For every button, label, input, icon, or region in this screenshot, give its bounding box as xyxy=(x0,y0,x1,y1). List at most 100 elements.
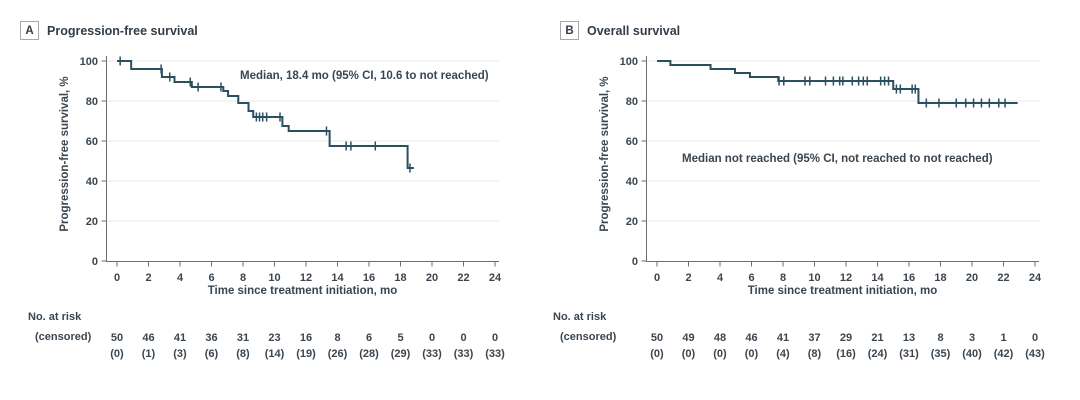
x-tick-label: 6 xyxy=(208,272,214,284)
censored-value: (6) xyxy=(205,348,219,360)
at-risk-value: 50 xyxy=(651,332,663,344)
censored-value: (4) xyxy=(776,348,790,360)
censored-value: (0) xyxy=(745,348,759,360)
censored-value: (29) xyxy=(391,348,411,360)
risk-table-censored-label: (censored) xyxy=(35,331,92,343)
y-tick-label: 60 xyxy=(86,136,98,148)
at-risk-value: 46 xyxy=(142,332,154,344)
y-tick-label: 0 xyxy=(632,256,638,268)
censored-value: (19) xyxy=(296,348,316,360)
panel-header: A Progression-free survival xyxy=(20,21,198,40)
x-tick-label: 6 xyxy=(748,272,754,284)
median-annotation: Median not reached (95% CI, not reached … xyxy=(682,153,993,165)
at-risk-value: 37 xyxy=(808,332,820,344)
censored-value: (33) xyxy=(485,348,505,360)
panel-label-badge: A xyxy=(20,21,39,40)
at-risk-value: 48 xyxy=(714,332,726,344)
censored-value: (31) xyxy=(899,348,919,360)
at-risk-value: 41 xyxy=(174,332,186,344)
x-tick-label: 16 xyxy=(903,272,915,284)
at-risk-value: 36 xyxy=(205,332,217,344)
x-tick-label: 14 xyxy=(331,272,344,284)
at-risk-value: 0 xyxy=(492,332,498,344)
at-risk-value: 21 xyxy=(871,332,883,344)
y-axis-label: Progression-free survival, % xyxy=(599,76,611,232)
km-curve xyxy=(117,60,414,169)
risk-table-label: No. at risk xyxy=(553,311,607,323)
x-tick-label: 18 xyxy=(394,272,406,284)
km-plot-a: 020406080100050(0)246(1)441(3)636(6)831(… xyxy=(80,56,505,360)
censored-value: (43) xyxy=(1025,348,1045,360)
x-tick-label: 20 xyxy=(966,272,978,284)
y-tick-label: 0 xyxy=(92,256,98,268)
x-axis-label: Time since treatment initiation, mo xyxy=(207,285,398,297)
x-tick-label: 22 xyxy=(997,272,1009,284)
censored-value: (33) xyxy=(454,348,474,360)
panel-progression-free-survival: 0 20 40 60 80 100 0 50 (0) 2 46 (1) 4 41 (3) 6 36 (6) 8 31(… xyxy=(20,21,505,360)
at-risk-value: 8 xyxy=(334,332,340,344)
x-tick-label: 4 xyxy=(717,272,724,284)
x-tick-label: 14 xyxy=(871,272,884,284)
at-risk-value: 0 xyxy=(1032,332,1038,344)
at-risk-value: 3 xyxy=(969,332,975,344)
x-tick-label: 8 xyxy=(780,272,786,284)
panel-header: B Overall survival xyxy=(560,21,680,40)
at-risk-value: 23 xyxy=(268,332,280,344)
x-tick-label: 0 xyxy=(654,272,660,284)
at-risk-value: 5 xyxy=(397,332,403,344)
y-tick-label: 40 xyxy=(626,176,638,188)
risk-table-label: No. at risk xyxy=(28,311,82,323)
at-risk-value: 29 xyxy=(840,332,852,344)
y-tick-label: 60 xyxy=(626,136,638,148)
at-risk-value: 1 xyxy=(1000,332,1006,344)
censored-value: (14) xyxy=(265,348,285,360)
y-tick-label: 80 xyxy=(86,96,98,108)
at-risk-value: 0 xyxy=(429,332,435,344)
at-risk-value: 31 xyxy=(237,332,249,344)
censored-value: (24) xyxy=(868,348,888,360)
censored-value: (0) xyxy=(110,348,124,360)
x-axis-label: Time since treatment initiation, mo xyxy=(747,285,938,297)
x-tick-label: 10 xyxy=(268,272,280,284)
censored-value: (35) xyxy=(931,348,951,360)
censored-value: (42) xyxy=(994,348,1014,360)
x-tick-label: 8 xyxy=(240,272,246,284)
x-tick-label: 16 xyxy=(363,272,375,284)
x-tick-label: 20 xyxy=(426,272,438,284)
censored-value: (0) xyxy=(713,348,727,360)
at-risk-value: 6 xyxy=(366,332,372,344)
at-risk-value: 0 xyxy=(460,332,466,344)
risk-table-censored-label: (censored) xyxy=(560,331,617,343)
censored-value: (40) xyxy=(962,348,982,360)
x-tick-label: 0 xyxy=(114,272,120,284)
x-tick-label: 22 xyxy=(457,272,469,284)
x-tick-label: 18 xyxy=(934,272,946,284)
y-tick-label: 40 xyxy=(86,176,98,188)
at-risk-value: 13 xyxy=(903,332,915,344)
panel-title: Progression-free survival xyxy=(47,23,198,38)
y-tick-label: 100 xyxy=(620,56,638,68)
y-tick-label: 80 xyxy=(626,96,638,108)
km-plot-b: 020406080100050(0)249(0)448(0)646(0)841(… xyxy=(620,56,1045,360)
censored-value: (16) xyxy=(836,348,856,360)
x-tick-label: 24 xyxy=(1029,272,1042,284)
x-tick-label: 4 xyxy=(177,272,184,284)
at-risk-value: 41 xyxy=(777,332,789,344)
x-tick-label: 12 xyxy=(840,272,852,284)
x-tick-label: 2 xyxy=(685,272,691,284)
y-tick-label: 20 xyxy=(626,216,638,228)
censored-value: (0) xyxy=(650,348,664,360)
x-tick-label: 24 xyxy=(489,272,502,284)
at-risk-value: 8 xyxy=(937,332,943,344)
y-tick-label: 100 xyxy=(80,56,98,68)
censored-value: (3) xyxy=(173,348,187,360)
at-risk-value: 16 xyxy=(300,332,312,344)
panel-title: Overall survival xyxy=(587,23,681,38)
censored-value: (0) xyxy=(682,348,696,360)
at-risk-value: 49 xyxy=(682,332,694,344)
x-tick-label: 10 xyxy=(808,272,820,284)
median-annotation: Median, 18.4 mo (95% CI, 10.6 to not rea… xyxy=(240,70,489,82)
censored-value: (8) xyxy=(808,348,822,360)
censored-value: (28) xyxy=(359,348,379,360)
